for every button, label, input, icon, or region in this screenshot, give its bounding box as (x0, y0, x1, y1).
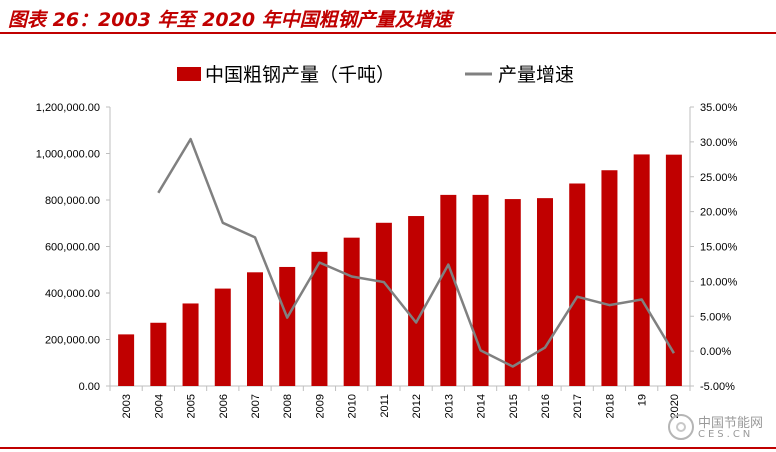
x-tick-label: 2011 (379, 394, 391, 418)
y-right-tick-label: 0.00% (700, 346, 731, 358)
x-tick-label: 2006 (218, 394, 230, 418)
bar (408, 216, 425, 386)
watermark: 中国节能网 CES.CN (668, 410, 768, 446)
x-tick-label: 2010 (347, 394, 359, 418)
growth-line (157, 137, 675, 368)
y-right-tick-label: 5.00% (700, 311, 731, 323)
bar (569, 183, 586, 386)
x-tick-label: 2016 (540, 394, 552, 418)
y-left-tick-label: 1,200,000.00 (36, 102, 100, 114)
y-right-tick-label: 20.00% (700, 207, 738, 219)
x-tick-label: 19 (637, 394, 649, 406)
y-right-tick-label: -5.00% (700, 381, 735, 393)
title-bar: 图表 26：2003 年至 2020 年中国粗钢产量及增速 (0, 0, 776, 34)
legend-bar-label: 中国粗钢产量（千吨） (205, 64, 395, 86)
y-right-tick-label: 35.00% (700, 102, 738, 114)
bar (633, 154, 650, 386)
x-tick-label: 2014 (476, 394, 488, 418)
bar (150, 322, 167, 386)
legend-bar-swatch (177, 67, 201, 81)
y-left-tick-label: 1,000,000.00 (36, 149, 100, 161)
x-tick-label: 2013 (443, 394, 455, 418)
bar (118, 334, 135, 386)
bar (504, 199, 521, 386)
y-right-tick-label: 10.00% (700, 276, 738, 288)
x-tick-label: 2003 (121, 394, 133, 418)
y-left-tick-label: 800,000.00 (45, 195, 100, 207)
x-tick-label: 2017 (572, 394, 584, 418)
bar (343, 237, 360, 386)
x-tick-label: 2004 (153, 394, 165, 418)
bar (311, 251, 328, 386)
x-tick-label: 2020 (669, 394, 681, 418)
bar (247, 272, 263, 386)
bar (601, 170, 618, 386)
bar (214, 288, 231, 386)
bottom-divider (0, 447, 776, 449)
figure-title: 图表 26：2003 年至 2020 年中国粗钢产量及增速 (8, 9, 452, 31)
watermark-subtext: CES.CN (698, 429, 754, 440)
watermark-text: 中国节能网 (698, 416, 764, 431)
y-left-tick-label: 0.00 (79, 381, 100, 393)
legend-line-label: 产量增速 (498, 64, 574, 86)
y-right-tick-label: 30.00% (700, 137, 738, 149)
x-tick-label: 2005 (186, 394, 198, 418)
bar (665, 154, 682, 386)
watermark-logo-icon (668, 414, 694, 440)
y-left-tick-label: 600,000.00 (45, 242, 100, 254)
x-tick-label: 2008 (282, 394, 294, 418)
x-tick-label: 2015 (508, 394, 520, 418)
x-tick-label: 2009 (314, 394, 326, 418)
y-left-tick-label: 400,000.00 (45, 288, 100, 300)
bar (537, 198, 553, 386)
y-right-tick-label: 15.00% (700, 242, 738, 254)
bar (182, 303, 199, 386)
x-tick-label: 2012 (411, 394, 423, 418)
bar (375, 222, 392, 386)
bar (472, 194, 489, 386)
x-tick-label: 2007 (250, 394, 262, 418)
bar (279, 266, 296, 386)
y-left-tick-label: 200,000.00 (45, 335, 100, 347)
y-right-tick-label: 25.00% (700, 172, 738, 184)
bar (440, 194, 457, 386)
x-tick-label: 2018 (604, 394, 616, 418)
